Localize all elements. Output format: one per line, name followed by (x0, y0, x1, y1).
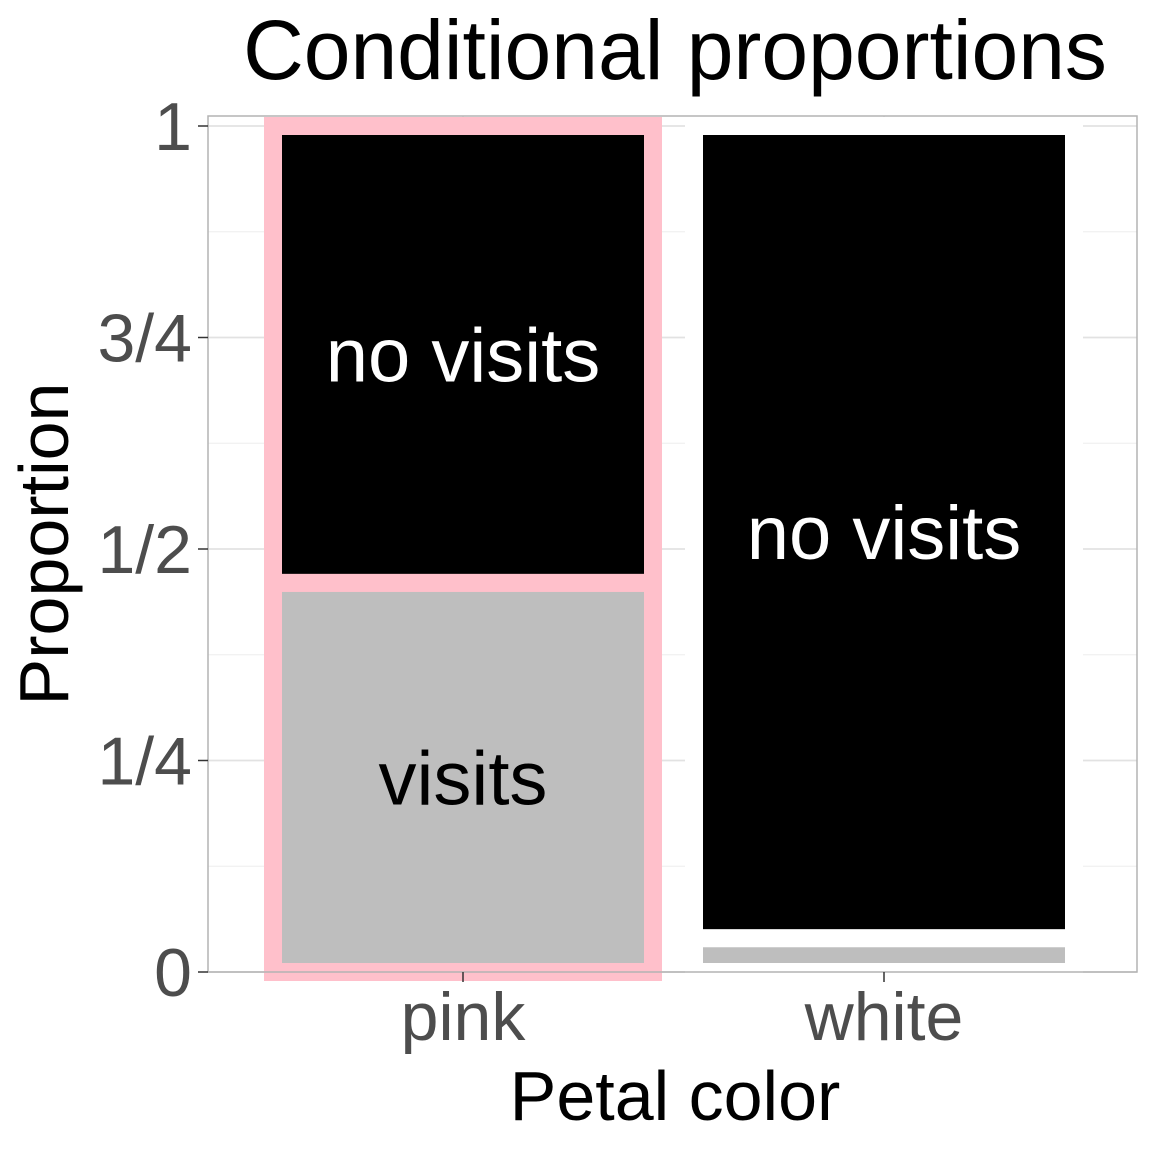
x-axis-title: Petal color (510, 1057, 841, 1135)
x-tick-label-white: white (804, 979, 964, 1055)
segment-labels: visits no visits no visits (326, 313, 1022, 821)
y-axis-title: Proportion (5, 383, 83, 706)
y-tick-label: 3/4 (97, 301, 192, 377)
bars (264, 117, 1083, 982)
bar-no-visits-pink (264, 117, 662, 592)
chart-title: Conditional proportions (243, 3, 1107, 97)
y-tick-label: 1 (154, 89, 192, 165)
y-tick-label: 1/2 (97, 512, 192, 588)
y-axis: 0 1/4 1/2 3/4 1 (97, 89, 208, 1011)
plot-panel-border (207, 115, 1138, 973)
x-tick-label-pink: pink (401, 979, 527, 1055)
data-label-no-visits-white: no visits (747, 491, 1022, 576)
data-label-visits-pink: visits (379, 736, 548, 821)
x-axis: pink white (401, 972, 964, 1055)
bar-no-visits-white (685, 117, 1083, 948)
y-tick-label: 1/4 (97, 724, 192, 800)
bar-visits-pink (264, 573, 662, 982)
y-tick-label: 0 (154, 935, 192, 1011)
data-label-no-visits-pink: no visits (326, 313, 601, 398)
